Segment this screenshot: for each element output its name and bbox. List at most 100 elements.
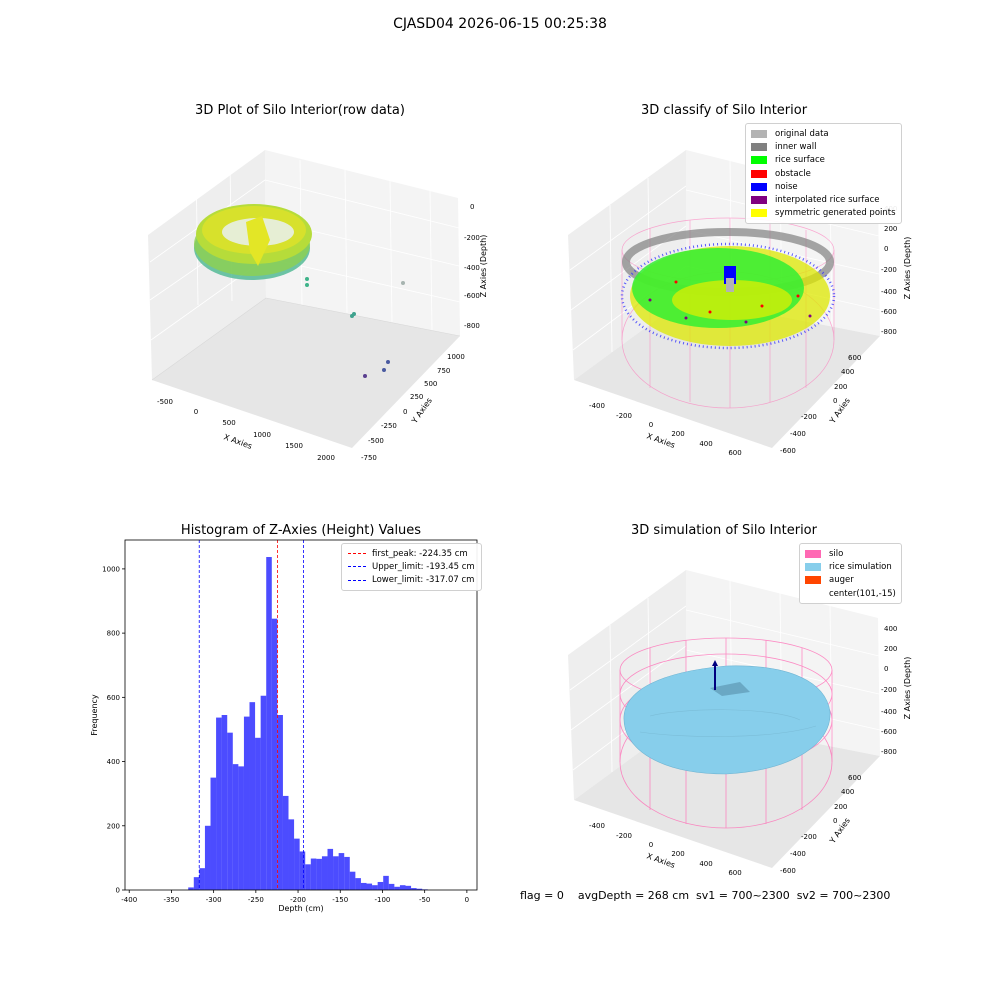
raw-y-tick-labels: -750 -500 -250 0 250 500 750 1000 [361,353,465,462]
classify-x-tick: -400 [589,402,605,410]
classify-x-tick: 0 [649,421,653,429]
histogram-bar [294,838,300,890]
histogram-bar [238,766,244,890]
histogram-bar [243,716,250,890]
histogram-bar [327,848,334,890]
x-tick-label: -250 [248,896,264,904]
raw-z-tick: 0 [470,203,474,211]
legend-label: auger [829,575,854,586]
figure-title: CJASD04 2026-06-15 00:25:38 [393,16,607,32]
simulation-y-tick: 400 [841,788,854,796]
histogram-y-ticks: 0 200 400 600 800 1000 [102,565,125,895]
raw-y-tick: -750 [361,454,377,462]
histogram-bar [399,885,406,890]
histogram-bar [188,887,194,890]
classify-z-tick: 0 [884,245,888,253]
histogram-bar [210,777,217,890]
classify-y-tick: 600 [848,354,861,362]
histogram-bar [249,702,256,890]
legend-line [348,566,366,568]
histogram-bar [394,886,400,890]
legend-label: obstacle [775,168,811,179]
y-tick-label: 0 [116,887,120,895]
simulation-x-tick: 600 [728,869,741,877]
simulation-y-tick-labels: -600 -400 -200 0 200 400 600 [780,774,861,875]
legend-item-rice-surface: rice surface [751,154,896,167]
legend-label: original data [775,128,829,139]
histogram-bar [310,858,317,890]
legend-item-obstacle: obstacle [751,167,896,180]
histogram-bar [321,856,328,890]
histogram-bar [221,715,228,890]
histogram-bar [316,858,322,890]
y-tick-label: 1000 [102,565,120,573]
raw-x-axis-label: X Axies [222,432,253,451]
histogram-chart: -400 -350 -300 -250 -200 -150 -100 -50 0 0 200 400… [90,539,478,913]
legend-item-lower-limit: Lower_limit: -317.07 cm [348,574,475,587]
legend-item-inner-wall: inner wall [751,140,896,153]
legend-label: Lower_limit: -317.07 cm [372,575,475,586]
legend-label: symmetric generated points [775,208,896,219]
simulation-x-tick: -200 [616,832,632,840]
x-tick-label: -400 [121,896,137,904]
raw-plot-title: 3D Plot of Silo Interior(row data) [195,103,405,118]
classify-y-tick: 200 [834,383,847,391]
histogram-bar [282,795,289,890]
simulation-x-tick-labels: -400 -200 0 200 400 600 [589,822,742,877]
legend-label: inner wall [775,141,817,152]
histogram-bar [266,557,272,890]
simulation-y-axis-label: Y Axies [827,816,852,846]
classify-point-cloud [620,242,836,350]
legend-label: first_peak: -224.35 cm [372,548,468,559]
simulation-3d-plot: -400 -200 0 200 400 600 X Axies -600 -40… [568,570,912,877]
simulation-z-tick: -200 [881,686,897,694]
histogram-bar [193,877,200,890]
classify-legend: original data inner wall rice surface ob… [745,123,902,225]
legend-label: noise [775,181,798,192]
raw-z-tick: -600 [464,292,480,300]
histogram-bar [383,875,389,890]
histogram-bar [411,888,417,890]
simulation-y-tick: 600 [848,774,861,782]
simulation-z-tick: -600 [881,728,897,736]
simulation-rice-surface [623,665,831,775]
histogram-bar [344,856,350,890]
classify-z-tick-labels: 400 200 0 -200 -400 -600 -800 [881,205,897,336]
raw-z-tick-labels: 0 -200 -400 -600 -800 [464,203,480,330]
x-tick-label: -100 [375,896,391,904]
simulation-z-tick: 0 [884,665,888,673]
classify-y-tick: -600 [780,447,796,455]
classify-y-tick-labels: -600 -400 -200 0 200 400 600 [780,354,861,455]
histogram-bar [271,618,278,890]
legend-swatch [751,142,767,151]
histogram-bar [260,695,267,890]
raw-point-cloud [194,204,405,378]
histogram-y-axis-label: Frequency [90,694,99,736]
raw-y-tick: -250 [381,422,397,430]
raw-y-tick: 500 [424,380,437,388]
simulation-z-tick: -800 [881,748,897,756]
legend-item-auger: auger [805,574,896,587]
legend-item-upper-limit: Upper_limit: -193.45 cm [348,560,475,573]
raw-y-tick: 0 [403,408,407,416]
histogram-bar [333,856,339,890]
status-line: flag = 0 avgDepth = 268 cm sv1 = 700~230… [520,889,891,902]
raw-x-tick: 2000 [317,454,335,462]
classify-z-tick: -200 [881,266,897,274]
simulation-plot-title: 3D simulation of Silo Interior [631,523,817,538]
classify-plot-title: 3D classify of Silo Interior [640,103,808,118]
histogram-bar [227,732,233,890]
simulation-z-tick: -400 [881,708,897,716]
y-tick-label: 200 [107,822,120,830]
classify-x-tick: 600 [728,449,741,457]
histogram-bar [366,883,373,890]
legend-swatch [751,196,767,205]
x-tick-label: -300 [206,896,222,904]
legend-label: silo [829,548,844,559]
legend-swatch [751,169,767,178]
histogram-bar [299,851,306,890]
legend-item-symmetric-generated-points: symmetric generated points [751,207,896,220]
raw-y-tick: 1000 [447,353,465,361]
classify-y-tick: 0 [833,397,837,405]
raw-y-tick: 250 [410,393,423,401]
